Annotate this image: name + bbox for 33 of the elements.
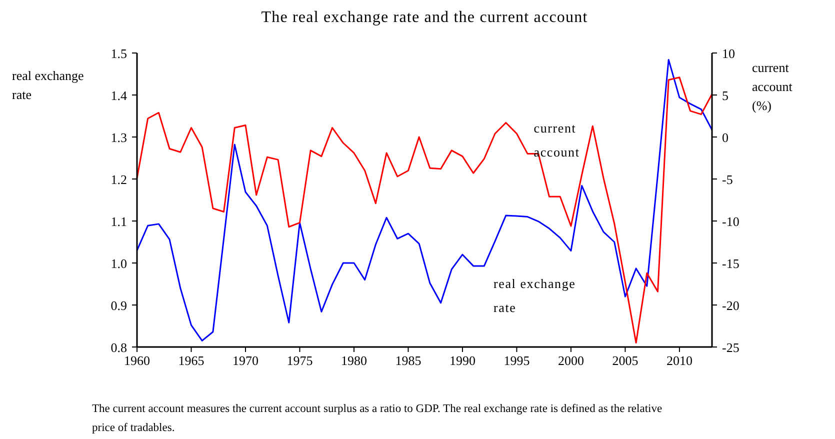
y-tick-label: 0.8 bbox=[110, 340, 127, 355]
y2-tick-label: 10 bbox=[722, 46, 735, 61]
y-tick-label: 1.0 bbox=[110, 256, 127, 271]
x-tick-label: 2000 bbox=[558, 353, 584, 368]
y2-tick-label: 5 bbox=[722, 88, 728, 103]
y2-tick-label: -5 bbox=[722, 172, 733, 187]
x-tick-label: 1970 bbox=[232, 353, 258, 368]
x-tick-label: 1965 bbox=[178, 353, 204, 368]
y2-axis-title: current account (%) bbox=[752, 60, 793, 113]
y-axis-title: real exchange rate bbox=[12, 68, 84, 102]
y2-tick-label: -25 bbox=[722, 340, 740, 355]
y2-tick-label: -20 bbox=[722, 298, 740, 313]
y-tick-label: 1.4 bbox=[110, 88, 128, 103]
text: The current account measures the current account surplus as a ratio to GDP. The real exchange rate is defined as the relative price of tradables. bbox=[92, 403, 662, 434]
x-tick-label: 2005 bbox=[612, 353, 638, 368]
y2-tick-label: 0 bbox=[722, 130, 728, 145]
y-tick-label: 0.9 bbox=[110, 298, 127, 313]
series-label: real exchange rate bbox=[494, 276, 576, 316]
chart-title: The real exchange rate and the current account bbox=[261, 9, 588, 26]
x-tick-label: 2010 bbox=[666, 353, 692, 368]
y2-tick-label: -10 bbox=[722, 214, 740, 229]
x-tick-label: 1980 bbox=[340, 353, 367, 368]
y-tick-label: 1.1 bbox=[110, 214, 127, 229]
x-tick-label: 1975 bbox=[286, 353, 313, 368]
y-tick-label: 1.5 bbox=[110, 46, 127, 61]
y2-tick-label: -15 bbox=[722, 256, 740, 271]
x-tick-label: 1960 bbox=[124, 353, 150, 368]
x-tick-label: 1995 bbox=[504, 353, 530, 368]
x-tick-label: 1985 bbox=[395, 353, 422, 368]
y-tick-label: 1.3 bbox=[110, 130, 127, 145]
series-label: current account bbox=[534, 120, 580, 160]
y-tick-label: 1.2 bbox=[110, 172, 127, 187]
x-tick-label: 1990 bbox=[449, 353, 476, 368]
